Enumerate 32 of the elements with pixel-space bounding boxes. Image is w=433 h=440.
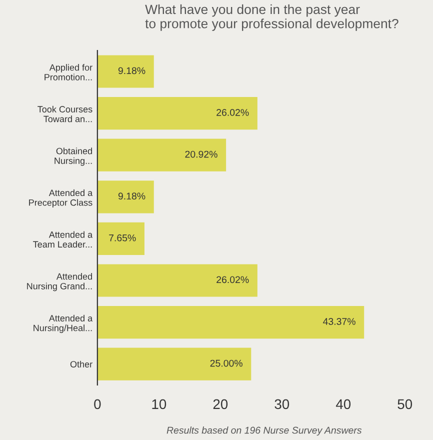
y-tick-label: Attended a Team Leader...: [33, 231, 93, 248]
bar: [97, 348, 252, 380]
bar: [97, 180, 154, 214]
bar: [97, 264, 258, 297]
text: Results based on 196 Nurse Survey Answers: [166, 426, 362, 436]
data-label: 20.92%: [185, 150, 218, 158]
y-tick-label: Other: [70, 360, 92, 368]
y-tick-label: Took Courses Toward an...: [38, 106, 92, 122]
data-label: 26.02%: [216, 276, 249, 284]
y-tick-label: Applied for Promotion...: [44, 64, 92, 80]
bar: [97, 97, 258, 130]
y-tick-label: Attended a Preceptor Class: [29, 189, 93, 208]
data-label: 9.18%: [118, 192, 146, 200]
bar: [97, 222, 144, 255]
data-label: 43.37%: [323, 318, 356, 325]
data-label: 7.65%: [109, 234, 136, 242]
x-tick-label: 10: [152, 399, 166, 410]
x-tick-label: 0: [94, 399, 101, 410]
x-tick-label: 40: [336, 399, 351, 410]
bar: [97, 55, 154, 88]
x-tick-label: 50: [398, 399, 412, 410]
y-tick-label: Attended Nursing Grand...: [27, 273, 92, 292]
x-tick-label: 20: [213, 399, 228, 410]
y-tick-label: Obtained Nursing...: [54, 148, 92, 166]
data-label: 25.00%: [210, 360, 242, 367]
data-label: 9.18%: [118, 67, 146, 74]
bar: [97, 138, 226, 172]
data-label: 26.02%: [216, 109, 249, 116]
y-tick-label: Attended a Nursing/Heal...: [34, 314, 93, 333]
bar: [97, 306, 364, 339]
chart-title: What have you done in the past year to promote your professional development?: [145, 4, 398, 31]
x-tick-label: 30: [274, 399, 290, 410]
